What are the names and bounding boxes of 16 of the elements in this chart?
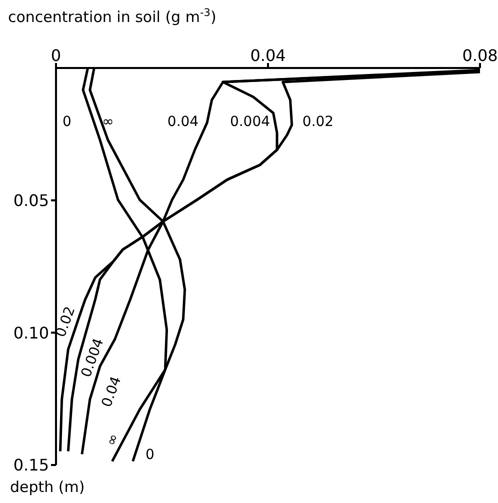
- text: 0.004: [230, 114, 270, 130]
- y-axis-title: depth (m): [10, 478, 85, 496]
- x-tick-label: 0: [50, 46, 62, 65]
- y-tick-label: 0.05: [13, 191, 49, 210]
- x-axis-title: concentration in soil (g m$^{-3}$): [8, 7, 216, 26]
- y-tick-label: 0.10: [13, 323, 49, 342]
- series-label: 0: [146, 446, 154, 463]
- text: ∞: [103, 432, 122, 448]
- text: 0: [62, 114, 72, 130]
- text: 0.02: [302, 114, 334, 130]
- series-label: ∞: [102, 114, 114, 130]
- x-tick-label: 0.04: [250, 46, 286, 65]
- x-tick-label: 0.08: [462, 46, 498, 65]
- y-tick-label: 0.15: [13, 456, 49, 475]
- text: 0.04: [167, 114, 199, 130]
- text: 0.02: [52, 304, 79, 340]
